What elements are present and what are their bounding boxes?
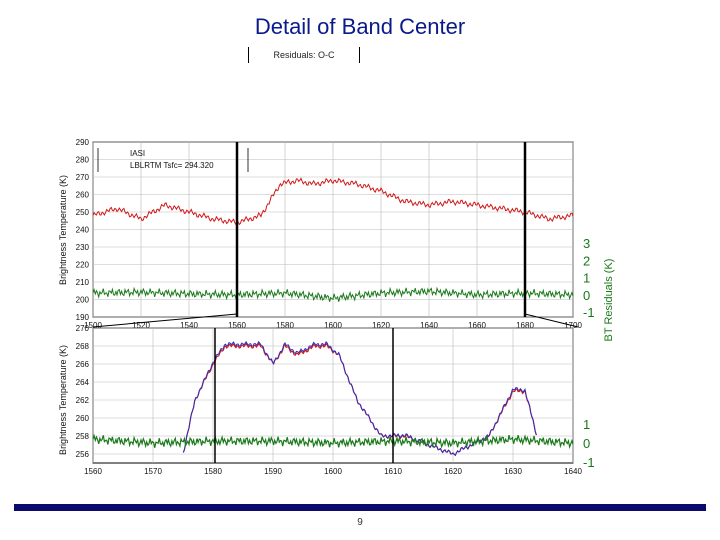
top-chart-ylabel: Brightness Temperature (K): [58, 175, 68, 285]
bottom-chart-residual-series: [92, 433, 574, 450]
x-tick-label: 1610: [384, 467, 402, 476]
bottom-chart-ylabel: Brightness Temperature (K): [58, 345, 68, 455]
y-tick-label: 270: [76, 324, 90, 333]
y2-tick-label: 1: [583, 271, 590, 286]
y-tick-label: 240: [76, 226, 90, 235]
slide-title: Detail of Band Center: [254, 14, 466, 39]
x-tick-label: 1560: [84, 467, 102, 476]
y-tick-label: 260: [76, 191, 90, 200]
y-tick-label: 264: [76, 378, 90, 387]
legend-entry-iasi: IASI: [130, 149, 145, 158]
top-chart-x-ticks: 1500 1520 1540 1560 1580 1600 1620 1640 1660 1680…: [84, 321, 582, 330]
x-tick-label: 1600: [324, 321, 342, 330]
x-tick-label: 1630: [504, 467, 522, 476]
top-chart-y-ticks: 190 200 210 220 230 240 250 260 270 280 290: [76, 138, 90, 322]
x-tick-label: 1620: [444, 467, 462, 476]
y-tick-label: 220: [76, 261, 90, 270]
top-chart-y2label: BT Residuals (K): [603, 259, 615, 342]
y-tick-label: 250: [76, 208, 90, 217]
zoom-connector-left: [92, 313, 238, 328]
residuals-header-label: Residuals: O-C: [248, 47, 360, 63]
top-chart-residual-series: [92, 286, 574, 302]
page-number: 9: [357, 517, 363, 528]
x-tick-label: 1640: [564, 467, 582, 476]
y2-tick-label: 0: [583, 288, 590, 303]
x-tick-label: 1590: [264, 467, 282, 476]
top-chart-y2-ticks: 3 2 1 0 -1: [583, 236, 595, 320]
x-tick-label: 1540: [180, 321, 198, 330]
y2-tick-label: 1: [583, 417, 590, 432]
y-tick-label: 266: [76, 360, 90, 369]
x-tick-label: 1600: [324, 467, 342, 476]
y-tick-label: 260: [76, 414, 90, 423]
y-tick-label: 268: [76, 342, 90, 351]
footer-bar: [14, 504, 706, 511]
y2-tick-label: 0: [583, 436, 590, 451]
y2-tick-label: 2: [583, 253, 590, 268]
y-tick-label: 230: [76, 243, 90, 252]
bottom-chart-y2-ticks: 1 0 -1: [583, 417, 595, 470]
y-tick-label: 256: [76, 450, 90, 459]
bottom-chart-x-ticks: 1560 1570 1580 1590 1600 1610 1620 1630 1640: [84, 467, 582, 476]
y-tick-label: 280: [76, 156, 90, 165]
y2-tick-label: -1: [583, 455, 595, 470]
bottom-chart-model-series: [182, 340, 537, 457]
y-tick-label: 270: [76, 173, 90, 182]
x-tick-label: 1560: [228, 321, 246, 330]
y-tick-label: 200: [76, 296, 90, 305]
x-tick-label: 1520: [132, 321, 150, 330]
x-tick-label: 1660: [468, 321, 486, 330]
y2-tick-label: -1: [583, 305, 595, 320]
bottom-chart-y-ticks: 256 258 260 262 264 266 268 270: [76, 324, 90, 459]
legend-entry-lblrtm: LBLRTM Tsfc= 294.320: [130, 161, 214, 170]
x-tick-label: 1640: [420, 321, 438, 330]
y-tick-label: 258: [76, 432, 90, 441]
zoom-connector-right: [524, 313, 579, 328]
x-tick-label: 1580: [204, 467, 222, 476]
x-tick-label: 1680: [516, 321, 534, 330]
y2-tick-label: 3: [583, 236, 590, 251]
y-tick-label: 190: [76, 313, 90, 322]
top-chart-observed-series: [92, 177, 574, 226]
y-tick-label: 210: [76, 278, 90, 287]
x-tick-label: 1580: [276, 321, 294, 330]
y-tick-label: 262: [76, 396, 90, 405]
x-tick-label: 1500: [84, 321, 102, 330]
x-tick-label: 1620: [372, 321, 390, 330]
y-tick-label: 290: [76, 138, 90, 147]
x-tick-label: 1570: [144, 467, 162, 476]
